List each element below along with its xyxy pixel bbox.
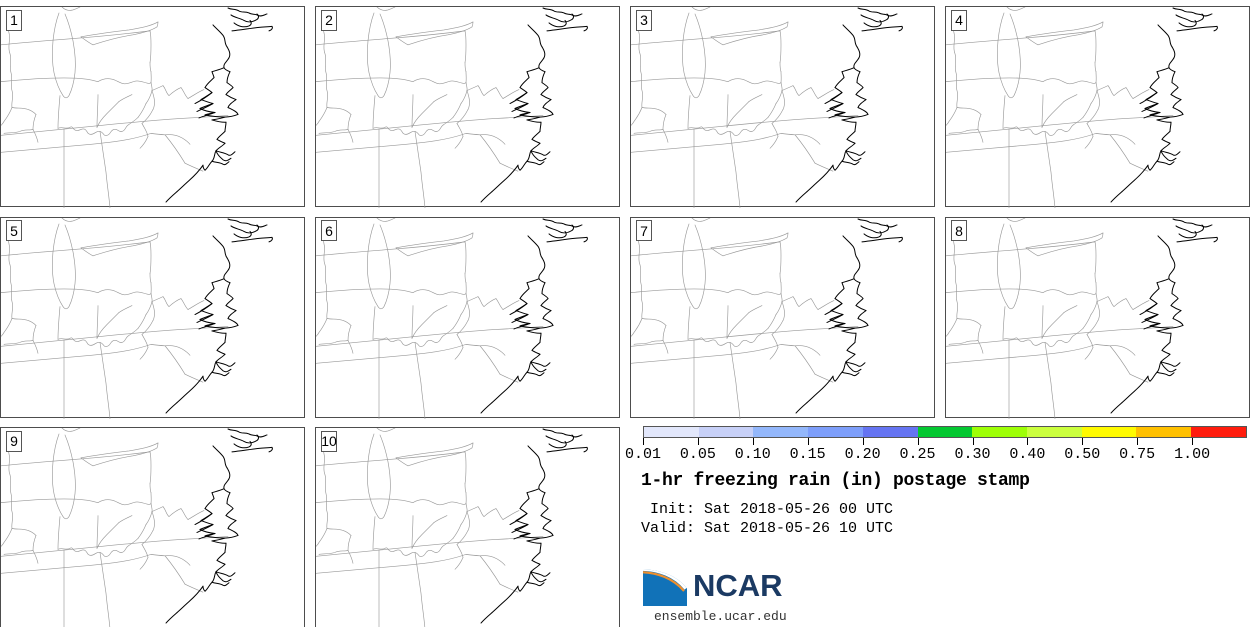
- svg-text:NCAR: NCAR: [693, 568, 783, 603]
